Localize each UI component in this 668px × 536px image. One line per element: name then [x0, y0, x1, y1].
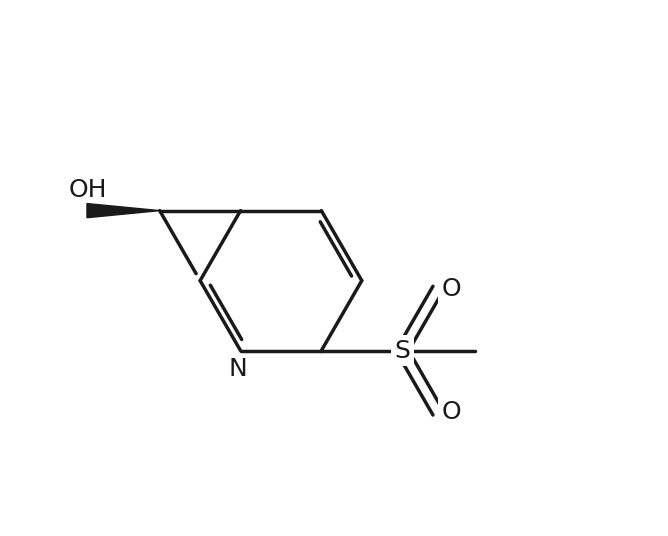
Text: S: S: [394, 339, 410, 363]
Text: O: O: [442, 400, 462, 424]
Text: N: N: [228, 357, 247, 381]
Text: OH: OH: [69, 177, 108, 202]
Text: O: O: [442, 277, 462, 301]
Polygon shape: [87, 204, 160, 218]
